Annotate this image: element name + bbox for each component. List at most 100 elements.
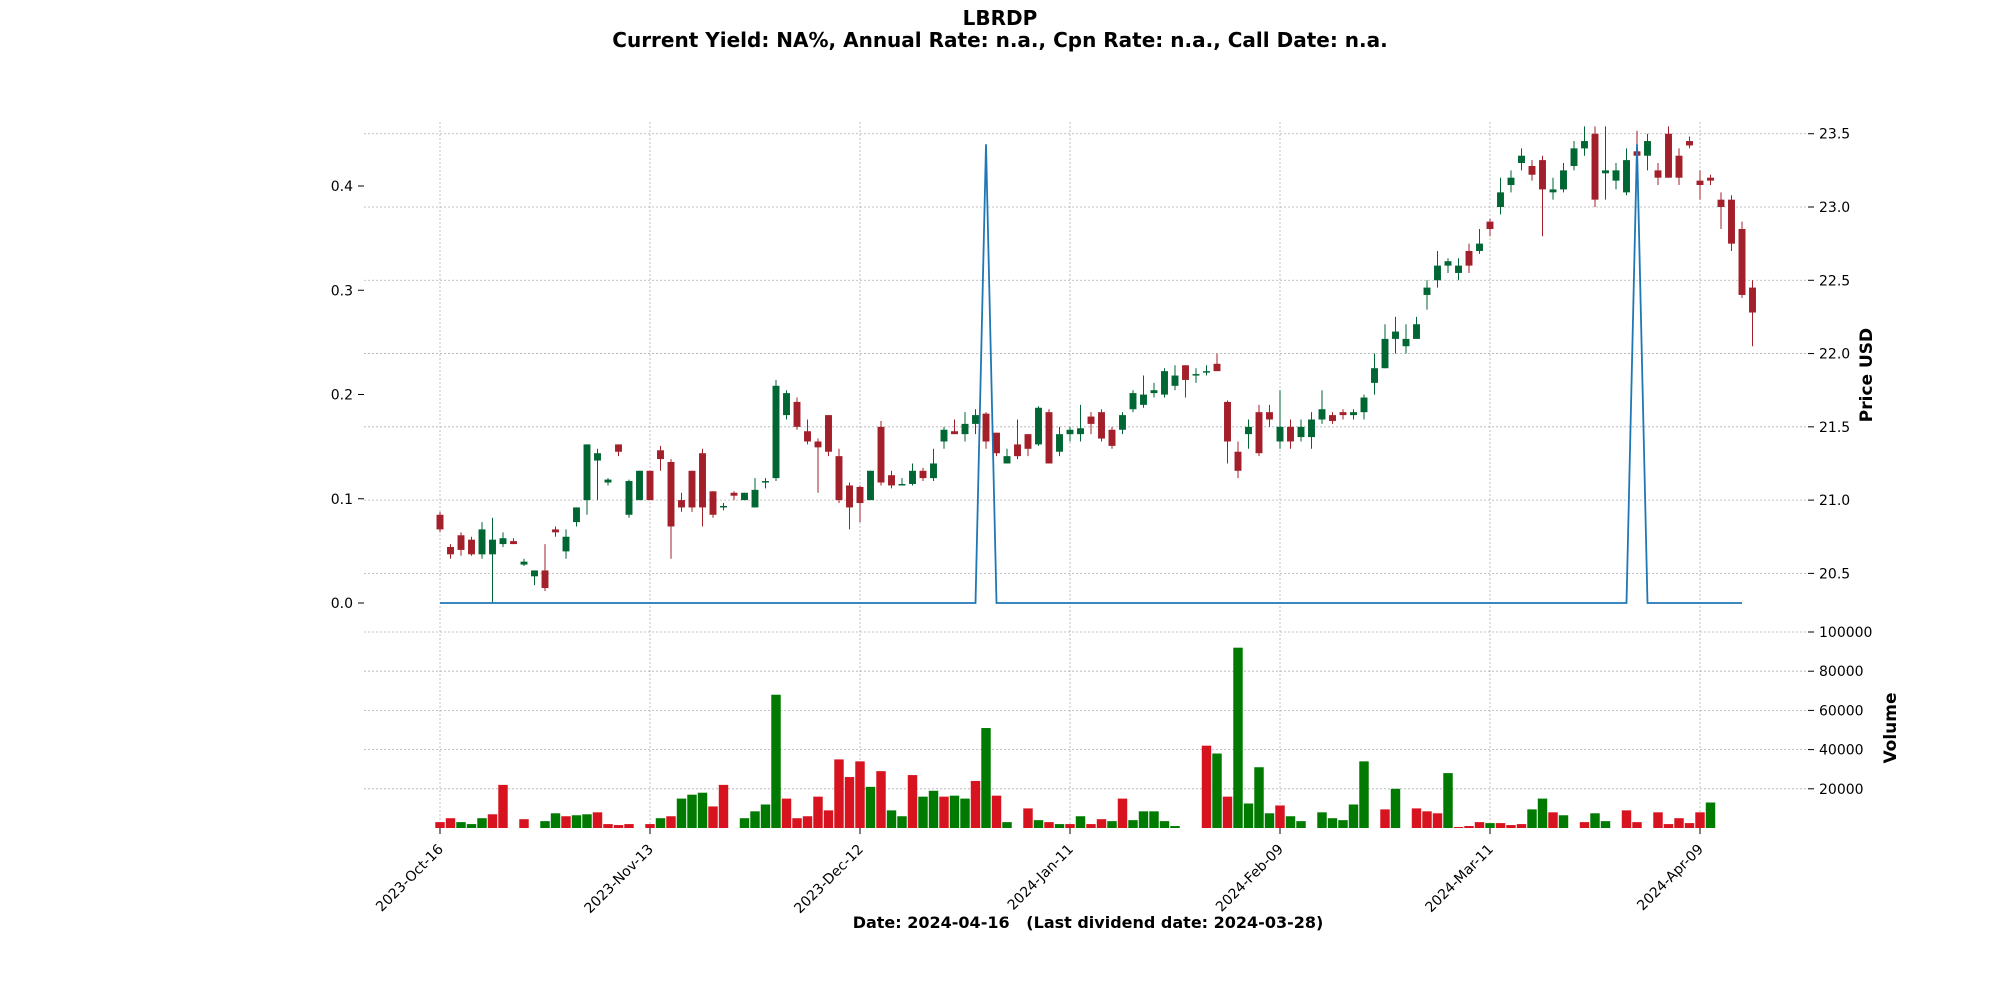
- candle: [1549, 177, 1557, 200]
- volume-bar: [1506, 825, 1516, 828]
- x-axis-label: Date: 2024-04-16 (Last dividend date: 20…: [853, 913, 1324, 932]
- candle: [1213, 353, 1221, 372]
- candle-body: [1360, 397, 1368, 413]
- candle: [1360, 394, 1368, 420]
- dividend-tick-label: 0.0: [331, 596, 353, 612]
- candle-body: [1623, 160, 1630, 193]
- volume-bar: [1390, 788, 1401, 828]
- volume-bar: [1117, 798, 1128, 828]
- volume-bar: [1432, 813, 1443, 828]
- dividend-line: [440, 144, 1742, 604]
- candle-body: [1602, 170, 1609, 174]
- volume-tick-label: 60000: [1819, 703, 1864, 719]
- volume-bar: [1411, 808, 1422, 828]
- volume-bar: [855, 761, 865, 828]
- volume-bar: [1054, 824, 1065, 828]
- volume-bar: [603, 824, 613, 828]
- volume-bar: [1548, 812, 1558, 828]
- volume-bar: [1348, 804, 1359, 828]
- volume-bar: [1485, 823, 1495, 828]
- volume-bar: [750, 811, 760, 828]
- candle-body: [699, 453, 706, 508]
- candle: [1224, 400, 1231, 464]
- candle-body: [720, 505, 727, 508]
- volume-bar: [687, 794, 697, 828]
- volume-bar: [666, 816, 676, 828]
- candle: [1591, 126, 1599, 207]
- candle: [1056, 426, 1063, 457]
- price-tick-label: 20.5: [1819, 566, 1850, 582]
- candle-body: [1549, 189, 1557, 193]
- volume-bar: [708, 806, 718, 828]
- candle-body: [825, 415, 832, 452]
- candle: [1035, 406, 1042, 446]
- candle: [783, 390, 790, 420]
- candle-body: [562, 536, 570, 552]
- volume-bar: [876, 771, 886, 828]
- candle: [741, 492, 748, 501]
- candle-body: [814, 441, 822, 448]
- volume-bar: [498, 784, 508, 828]
- candle: [657, 445, 664, 471]
- volume-bar: [1464, 826, 1474, 828]
- candle-body: [1339, 412, 1347, 416]
- volume-bar: [1275, 805, 1285, 828]
- volume-bar: [1590, 813, 1600, 828]
- candle-body: [1528, 165, 1536, 175]
- candle-body: [1581, 141, 1588, 149]
- volume-bar: [645, 824, 655, 828]
- candle-body: [1371, 368, 1378, 383]
- volume-bar: [1495, 823, 1506, 828]
- candle-body: [1192, 374, 1200, 376]
- candle-body: [1591, 133, 1599, 200]
- candle: [1119, 412, 1126, 435]
- candle: [751, 478, 759, 508]
- volume-bar: [781, 798, 792, 828]
- candle-body: [1255, 412, 1263, 454]
- volume-bar: [487, 814, 498, 828]
- dividend-tick-label: 0.4: [331, 179, 353, 195]
- candle-body: [1465, 250, 1473, 266]
- candle: [909, 463, 916, 486]
- candle: [699, 448, 706, 527]
- candle-body: [646, 470, 654, 501]
- volume-bar: [1558, 815, 1569, 828]
- candle-body: [541, 570, 549, 589]
- volume-bar: [519, 819, 529, 828]
- volume-bar: [960, 798, 970, 828]
- candle: [1297, 419, 1305, 442]
- candle-body: [1728, 199, 1735, 244]
- dividend-line-layer: [440, 144, 1742, 604]
- candle: [510, 538, 517, 545]
- volume-bar: [844, 777, 855, 828]
- volume-tick-label: 80000: [1819, 664, 1864, 680]
- candle-body: [1045, 412, 1053, 464]
- candle: [1150, 382, 1158, 398]
- volume-bar: [1380, 809, 1390, 828]
- candle: [1329, 412, 1336, 424]
- candle: [1108, 426, 1116, 449]
- volume-bar: [571, 815, 582, 828]
- candle-body: [625, 481, 633, 515]
- candle: [1728, 195, 1735, 251]
- candle: [594, 448, 601, 501]
- candle: [457, 532, 465, 556]
- chart-subtitle: Current Yield: NA%, Annual Rate: n.a., C…: [612, 28, 1388, 52]
- candle: [982, 412, 990, 449]
- volume-bar: [655, 818, 666, 828]
- candle: [1686, 136, 1693, 149]
- candle-body: [993, 432, 1000, 454]
- volume-bar: [771, 694, 781, 828]
- candle-body: [468, 539, 475, 555]
- candle: [972, 409, 979, 435]
- volume-bar: [613, 825, 624, 828]
- volume-bar: [907, 775, 918, 828]
- candle: [1318, 390, 1326, 424]
- candle: [772, 379, 780, 482]
- volume-bar: [1684, 823, 1695, 828]
- price-tick-label: 21.5: [1819, 420, 1850, 436]
- candle: [730, 491, 738, 501]
- candle-body: [783, 393, 790, 416]
- volume-bar: [1065, 824, 1075, 828]
- candle: [835, 448, 843, 504]
